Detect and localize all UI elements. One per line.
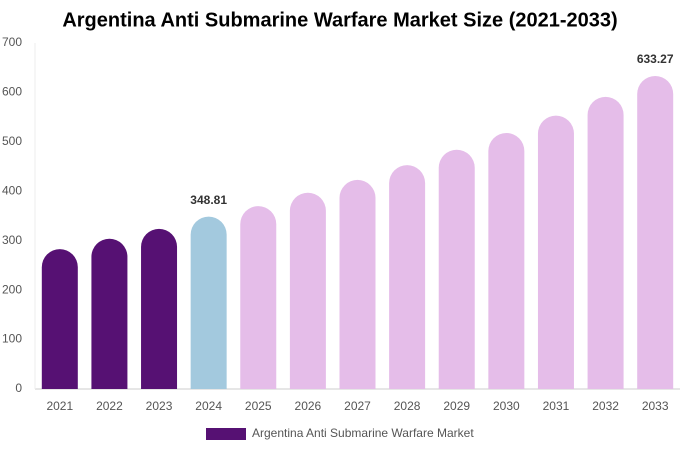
x-tick-label: 2028: [394, 399, 421, 413]
x-tick-label: 2023: [146, 399, 173, 413]
bar: [438, 149, 475, 389]
x-tick-label: 2024: [195, 399, 222, 413]
value-label: 348.81: [190, 193, 227, 207]
x-tick-label: 2029: [443, 399, 470, 413]
bar: [141, 228, 178, 389]
x-tick-label: 2032: [592, 399, 619, 413]
bar: [190, 216, 227, 389]
y-tick-label: 500: [2, 134, 22, 148]
value-label: 633.27: [637, 52, 674, 66]
y-tick-label: 300: [2, 233, 22, 247]
bar: [289, 192, 326, 389]
y-tick-label: 200: [2, 282, 22, 296]
bar: [389, 165, 426, 389]
bar: [637, 75, 674, 389]
bar: [488, 132, 525, 389]
bar: [537, 115, 574, 389]
x-tick-label: 2026: [295, 399, 322, 413]
bar: [587, 96, 624, 390]
x-tick-label: 2030: [493, 399, 520, 413]
bar: [339, 179, 376, 389]
y-tick-label: 400: [2, 183, 22, 197]
y-tick-label: 0: [15, 381, 22, 395]
x-tick-label: 2021: [46, 399, 73, 413]
legend-label: Argentina Anti Submarine Warfare Market: [252, 426, 474, 440]
y-tick-label: 100: [2, 332, 22, 346]
chart-title: Argentina Anti Submarine Warfare Market …: [62, 9, 617, 31]
legend-swatch: [206, 428, 246, 440]
x-tick-label: 2027: [344, 399, 371, 413]
bar: [240, 206, 277, 389]
x-tick-label: 2022: [96, 399, 123, 413]
bar: [41, 249, 78, 389]
y-tick-label: 600: [2, 85, 22, 99]
bar: [91, 238, 128, 389]
x-tick-label: 2033: [642, 399, 669, 413]
x-tick-label: 2025: [245, 399, 272, 413]
x-tick-label: 2031: [543, 399, 570, 413]
y-tick-label: 700: [2, 35, 22, 49]
